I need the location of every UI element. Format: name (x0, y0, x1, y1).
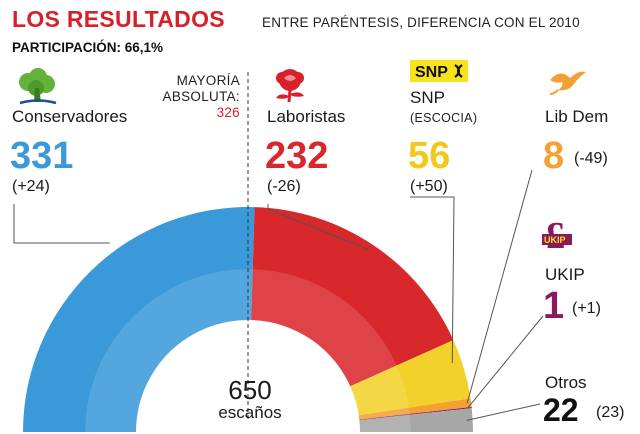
arc-con (23, 206, 255, 432)
leader-ukip (467, 315, 544, 409)
ukip-name: UKIP (545, 265, 585, 284)
arc-shade-snp (350, 365, 410, 416)
arc-shade-con (85, 269, 253, 432)
con-seats: 331 (10, 135, 74, 177)
leader-con (13, 204, 110, 244)
majority-label-line2: ABSOLUTA: (162, 89, 240, 104)
lib-name: Lib Dem (545, 107, 609, 126)
snp-logo-icon: SNP (410, 60, 468, 82)
oth-diff: (23) (596, 404, 625, 421)
arc-lab (251, 207, 454, 387)
page-title: LOS RESULTADOS (12, 6, 225, 32)
snp-name: SNP (410, 88, 445, 107)
ukip-diff: (+1) (572, 300, 601, 317)
ukip-seats: 1 (543, 285, 565, 327)
total-seats-label: escaños (218, 403, 282, 422)
lib-seats: 8 (543, 135, 565, 177)
con-diff: (+24) (12, 178, 50, 195)
arc-ukip (359, 407, 472, 421)
majority-value: 326 (216, 105, 240, 120)
lib-diff: (-49) (574, 150, 608, 167)
ukip-pound-icon: £ UKIP (542, 215, 572, 257)
total-seats: 650 (228, 375, 272, 405)
red-rose-icon (276, 69, 304, 103)
snp-seats: 56 (408, 135, 451, 177)
arc-snp (350, 340, 471, 416)
leader-lib (466, 169, 533, 404)
snp-region: (ESCOCIA) (410, 111, 478, 125)
leader-snp (410, 196, 455, 363)
snp-logo-text: SNP (415, 64, 448, 81)
lab-seats: 232 (265, 135, 329, 177)
oak-tree-icon (19, 68, 57, 105)
majority-label: MAYORÍA ABSOLUTA: 326 (163, 73, 240, 121)
leader-lab (267, 204, 370, 251)
oth-name: Otros (545, 373, 587, 392)
oth-seats: 22 (543, 392, 579, 428)
arc-lib (358, 398, 472, 420)
bird-icon (549, 71, 586, 95)
majority-label-line1: MAYORÍA (176, 73, 240, 88)
arc-shade-ukip (359, 413, 410, 421)
ukip-logo-text: UKIP (544, 235, 566, 245)
arc-shade-oth (359, 414, 411, 432)
page-subtitle: ENTRE PARÉNTESIS, DIFERENCIA CON EL 2010 (262, 15, 580, 30)
turnout-label: PARTICIPACIÓN: 66,1% (12, 40, 164, 55)
con-name: Conservadores (12, 107, 128, 126)
arc-shade-lab (251, 269, 397, 387)
lab-name: Laboristas (267, 107, 346, 126)
arc-shade-lib (358, 407, 410, 420)
lab-diff: (-26) (267, 178, 301, 195)
arc-oth (359, 408, 473, 432)
leader-oth (466, 403, 541, 421)
snp-diff: (+50) (410, 178, 448, 195)
